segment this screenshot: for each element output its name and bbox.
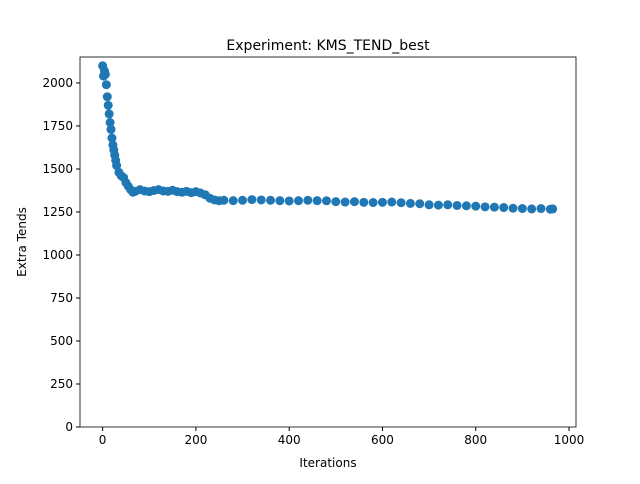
x-tick-label: 0 <box>99 433 107 447</box>
point <box>461 201 471 211</box>
point <box>238 195 248 205</box>
point <box>102 92 112 102</box>
point <box>256 195 266 205</box>
point <box>443 200 453 210</box>
point <box>452 200 462 210</box>
x-tick-label: 200 <box>184 433 207 447</box>
point <box>536 204 546 214</box>
point <box>405 198 415 208</box>
y-tick-label: 1500 <box>42 162 73 176</box>
point <box>312 196 322 206</box>
y-tick-label: 1000 <box>42 248 73 262</box>
point <box>349 197 359 207</box>
y-tick-label: 0 <box>65 420 73 434</box>
plot-frame <box>79 56 577 428</box>
point <box>101 80 111 90</box>
point <box>103 100 113 110</box>
point <box>415 199 425 209</box>
point <box>303 195 313 205</box>
point <box>106 124 116 134</box>
point <box>247 195 257 205</box>
point <box>100 69 110 79</box>
point <box>340 197 350 207</box>
point <box>104 109 114 119</box>
point <box>377 197 387 207</box>
point <box>368 198 378 208</box>
point <box>471 201 481 211</box>
point <box>331 197 341 207</box>
point <box>508 203 518 213</box>
y-axis-label: Extra Tends <box>15 207 29 277</box>
point <box>107 133 117 143</box>
point <box>517 204 527 214</box>
point <box>396 198 406 208</box>
chart-title: Experiment: KMS_TEND_best <box>226 38 430 54</box>
x-tick-label: 800 <box>464 433 487 447</box>
y-tick-label: 750 <box>50 291 73 305</box>
point <box>105 118 115 128</box>
y-tick-label: 250 <box>50 377 73 391</box>
point <box>275 196 285 206</box>
point <box>387 197 397 207</box>
y-tick-label: 1750 <box>42 119 73 133</box>
point <box>284 196 294 206</box>
point <box>294 196 304 206</box>
y-tick-label: 1250 <box>42 205 73 219</box>
point <box>359 197 369 207</box>
point <box>424 200 434 210</box>
point <box>489 202 499 212</box>
y-tick-label: 500 <box>50 334 73 348</box>
point <box>548 204 558 214</box>
point <box>228 196 238 206</box>
point <box>321 196 331 206</box>
x-axis-label: Iterations <box>299 456 356 470</box>
point <box>527 204 537 214</box>
point <box>219 195 229 205</box>
x-tick-label: 1000 <box>554 433 585 447</box>
x-tick-label: 400 <box>278 433 301 447</box>
point <box>433 200 443 210</box>
point <box>480 202 490 212</box>
point <box>266 195 276 205</box>
y-tick-label: 2000 <box>42 76 73 90</box>
x-tick-label: 600 <box>371 433 394 447</box>
point <box>112 161 122 171</box>
point <box>499 203 509 213</box>
